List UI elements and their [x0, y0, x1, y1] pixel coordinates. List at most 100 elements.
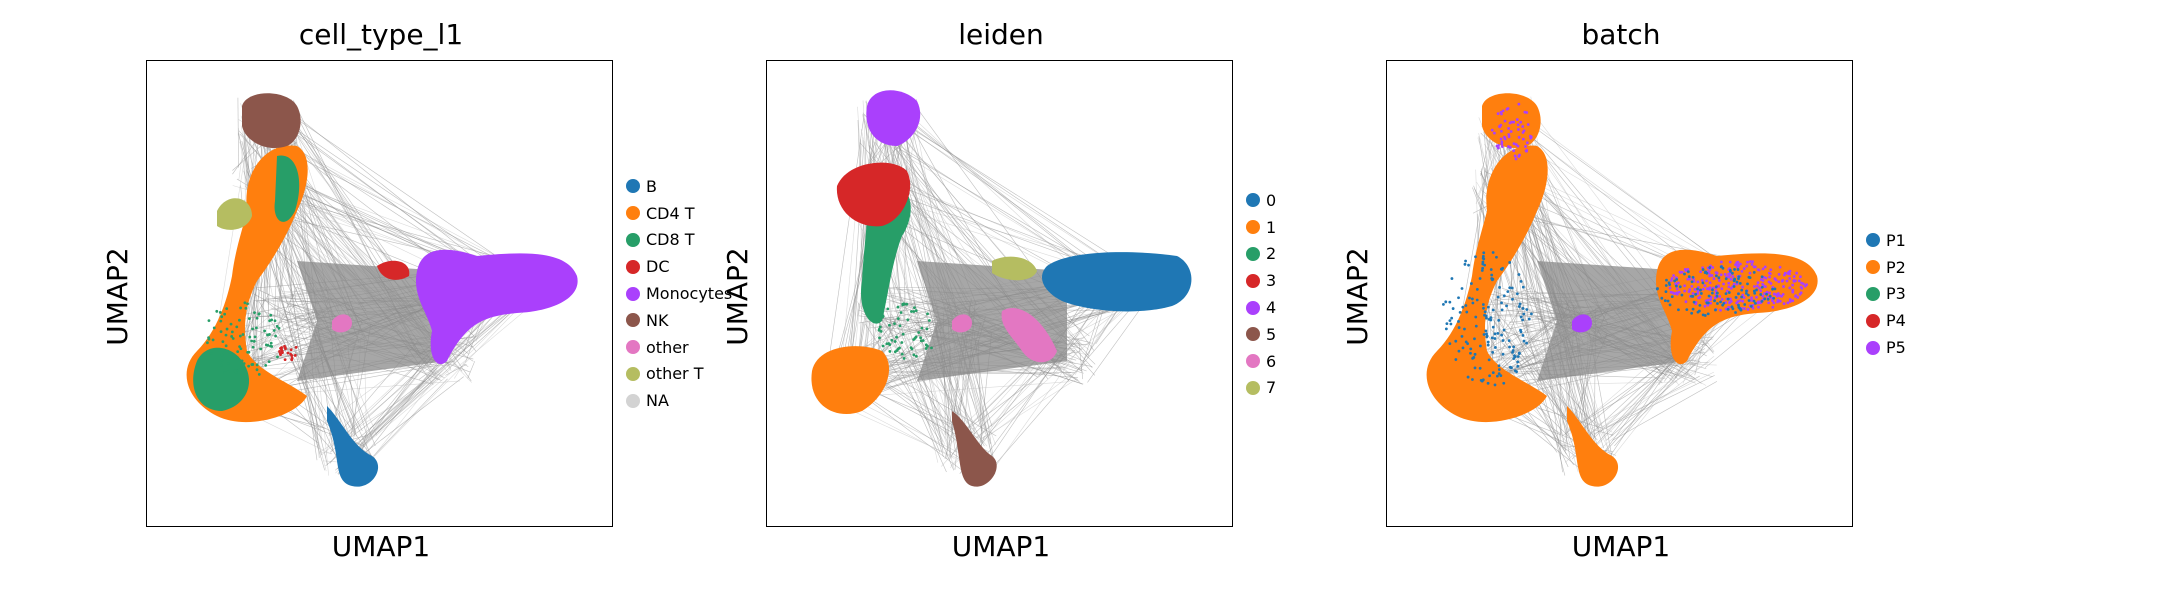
- legend-item: P5: [1866, 334, 1906, 361]
- legend-marker: [626, 393, 640, 408]
- legend-item: 3: [1246, 267, 1276, 294]
- legend-label: Monocytes: [646, 284, 733, 304]
- batch-p2-tail: [1567, 406, 1619, 487]
- legend-label: 5: [1266, 324, 1277, 344]
- legend-marker: [1246, 193, 1260, 208]
- cluster-nk: [242, 93, 301, 149]
- legend-marker: [1866, 260, 1880, 275]
- legend-item: P2: [1866, 254, 1906, 281]
- legend-marker: [1246, 327, 1260, 342]
- cluster-7: [992, 256, 1037, 281]
- chart-title: cell_type_l1: [298, 18, 464, 51]
- cluster-6-small: [952, 314, 972, 333]
- legend: P1 P2 P3 P4 P5: [1866, 227, 1906, 361]
- legend-label: P4: [1886, 311, 1906, 331]
- legend-item: 1: [1246, 214, 1276, 241]
- legend-label: 7: [1266, 378, 1277, 398]
- legend-marker: [1246, 354, 1260, 369]
- y-axis-label: UMAP2: [100, 247, 134, 346]
- umap-scatter-batch: [1426, 93, 1818, 487]
- legend-item: CD8 T: [626, 227, 732, 254]
- legend-label: DC: [646, 257, 670, 277]
- legend-label: P1: [1886, 230, 1906, 250]
- legend-marker: [1246, 273, 1260, 288]
- legend-label: NK: [646, 310, 669, 330]
- cluster-monocytes: [415, 249, 578, 365]
- legend-item: P3: [1866, 281, 1906, 308]
- batch-p1-right: [1655, 265, 1777, 317]
- x-axis-label: UMAP1: [951, 530, 1051, 563]
- legend-item: P4: [1866, 307, 1906, 334]
- legend-label: 3: [1266, 271, 1277, 291]
- cluster-other-t: [217, 198, 252, 230]
- legend-item: 5: [1246, 321, 1276, 348]
- legend-item: NA: [626, 387, 732, 414]
- legend-label: P3: [1886, 284, 1906, 304]
- legend-label: 2: [1266, 244, 1277, 264]
- legend-marker: [626, 232, 640, 247]
- legend-marker: [1866, 313, 1880, 328]
- cluster-1: [811, 346, 890, 415]
- legend-label: B: [646, 176, 657, 196]
- legend-marker: [1866, 286, 1880, 301]
- chart-panel-batch: batch UMAP2 UMAP1 P1 P2 P3 P4 P5: [1240, 0, 1940, 600]
- batch-p5-scatter: [1668, 260, 1809, 312]
- legend-label: 4: [1266, 298, 1277, 318]
- legend-item: Monocytes: [626, 280, 732, 307]
- legend-label: P5: [1886, 338, 1906, 358]
- legend-item: other: [626, 334, 732, 361]
- cluster-3: [836, 162, 911, 227]
- cluster-5: [952, 411, 997, 487]
- chart-panel-leiden: leiden UMAP2 UMAP1 0 1 2 3 4 5 6 7: [620, 0, 1320, 600]
- legend-marker: [1246, 220, 1260, 235]
- legend-marker: [1866, 233, 1880, 248]
- cluster-cd8-t: [193, 347, 250, 411]
- legend-label: 1: [1266, 217, 1277, 237]
- legend-item: other T: [626, 361, 732, 388]
- umap-scatter-leiden: [811, 90, 1192, 487]
- batch-p2-left: [1426, 145, 1548, 423]
- x-axis-label: UMAP1: [331, 530, 431, 563]
- legend-marker: [626, 259, 640, 274]
- legend-marker: [1246, 380, 1260, 395]
- legend-marker: [1246, 246, 1260, 261]
- cluster-6: [1001, 307, 1057, 363]
- x-axis-label: UMAP1: [1571, 530, 1671, 563]
- legend: B CD4 T CD8 T DC Monocytes NK other other T NA: [626, 173, 732, 414]
- cluster-other: [332, 314, 352, 333]
- cd8-scatter: [206, 301, 281, 381]
- batch-p5-small: [1572, 314, 1592, 333]
- batch-p2-right: [1655, 249, 1818, 365]
- cluster-b: [327, 406, 379, 487]
- legend-item: 6: [1246, 348, 1276, 375]
- cluster-dc: [377, 260, 410, 280]
- legend-item: 7: [1246, 375, 1276, 402]
- plot-area: [1386, 60, 1853, 527]
- legend-label: other T: [646, 364, 704, 384]
- legend-marker: [626, 179, 640, 194]
- y-axis-label: UMAP2: [720, 247, 754, 346]
- legend-marker: [626, 366, 640, 381]
- legend-marker: [626, 340, 640, 355]
- legend-marker: [626, 206, 640, 221]
- chart-panel-cell-type: cell_type_l1 UMAP2 UMAP1 B CD4 T CD8 T DC Mo…: [0, 0, 732, 600]
- legend-label: 6: [1266, 351, 1277, 371]
- edge-core: [297, 261, 447, 381]
- legend-item: B: [626, 173, 732, 200]
- legend-item: DC: [626, 253, 732, 280]
- y-axis-label: UMAP2: [1340, 247, 1374, 346]
- legend-item: 4: [1246, 294, 1276, 321]
- legend-marker: [1866, 340, 1880, 355]
- plot-area: [766, 60, 1233, 527]
- legend-label: CD8 T: [646, 230, 695, 250]
- legend: 0 1 2 3 4 5 6 7: [1246, 187, 1276, 401]
- umap-scatter-cell-type: [186, 93, 578, 487]
- batch-p5-top: [1490, 102, 1533, 161]
- legend-item: CD4 T: [626, 200, 732, 227]
- cluster-2-scatter: [877, 302, 933, 360]
- cluster-0: [1042, 252, 1192, 312]
- legend-item: 0: [1246, 187, 1276, 214]
- legend-marker: [1246, 300, 1260, 315]
- cluster-4: [866, 90, 921, 146]
- batch-p2-top: [1482, 93, 1541, 149]
